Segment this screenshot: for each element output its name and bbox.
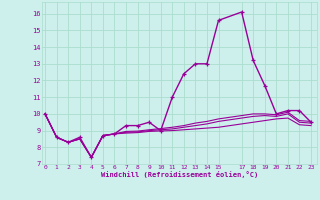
X-axis label: Windchill (Refroidissement éolien,°C): Windchill (Refroidissement éolien,°C): [100, 171, 258, 178]
